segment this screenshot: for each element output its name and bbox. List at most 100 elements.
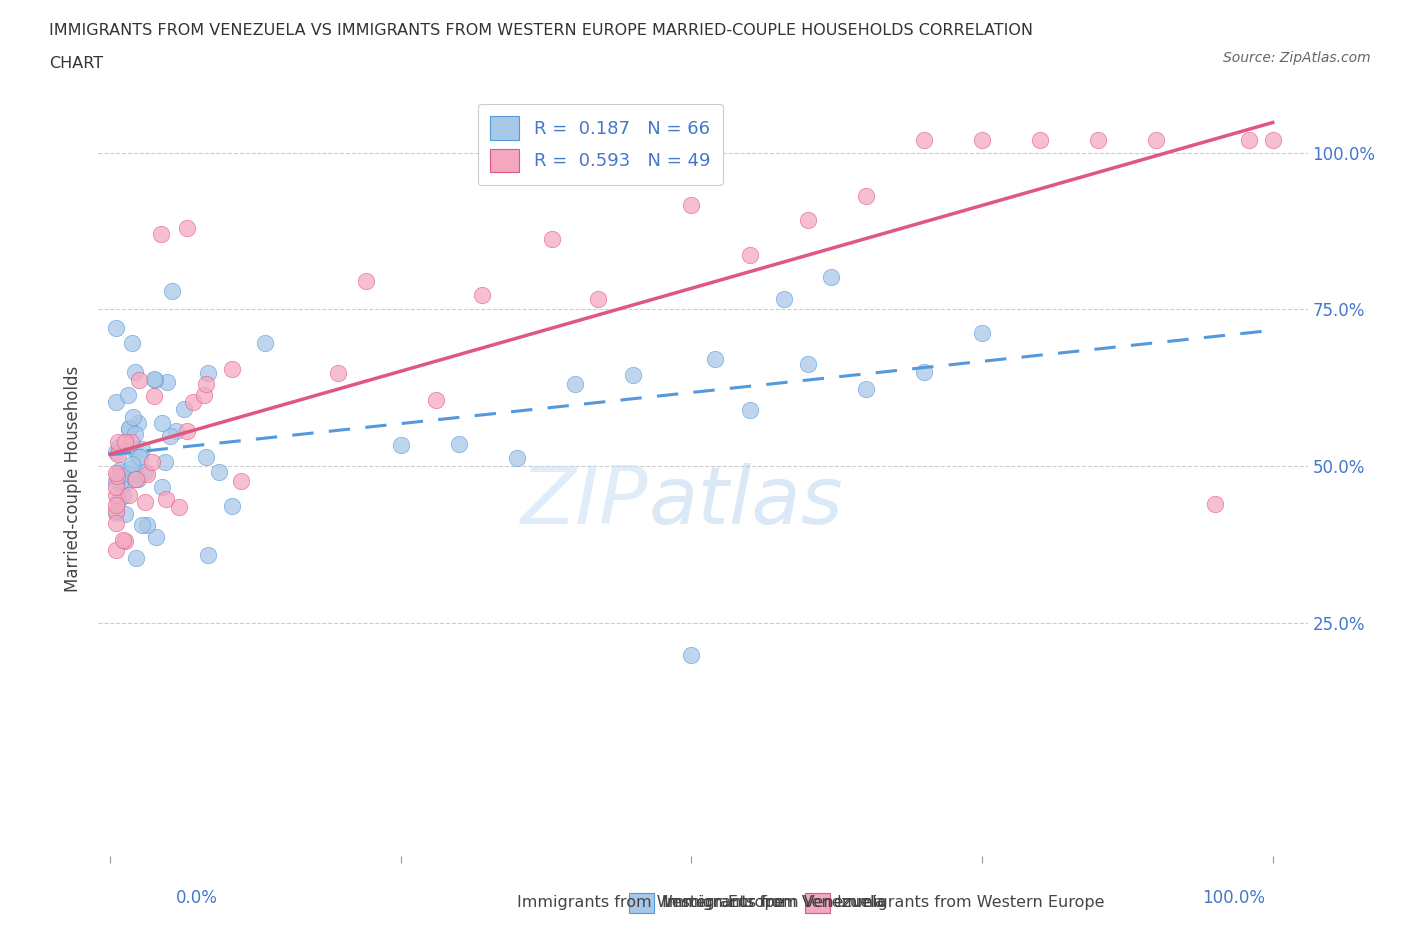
Point xyxy=(221,362,243,377)
Text: Source: ZipAtlas.com: Source: ZipAtlas.com xyxy=(1223,51,1371,65)
Point xyxy=(118,461,141,476)
Point xyxy=(110,473,132,488)
Point xyxy=(145,529,167,544)
Point xyxy=(117,421,139,436)
Point xyxy=(155,375,177,390)
Point xyxy=(564,377,586,392)
Text: Immigrants from Western Europe: Immigrants from Western Europe xyxy=(838,895,1105,910)
Point xyxy=(197,548,219,563)
Point xyxy=(122,442,145,457)
Point xyxy=(120,434,142,449)
Point xyxy=(125,467,148,482)
Point xyxy=(127,450,149,465)
Point xyxy=(471,287,494,302)
Point xyxy=(118,467,141,482)
Text: ZIP: ZIP xyxy=(522,462,648,540)
Point xyxy=(136,467,159,482)
Point xyxy=(124,472,146,486)
Point xyxy=(195,450,218,465)
Point xyxy=(254,336,277,351)
Point xyxy=(773,292,796,307)
Point xyxy=(112,488,135,503)
Point xyxy=(796,356,818,371)
Point xyxy=(142,388,165,403)
Point xyxy=(197,365,219,380)
Point xyxy=(447,437,470,452)
Text: 100.0%: 100.0% xyxy=(1202,889,1265,907)
Text: Immigrants from Western Europe: Immigrants from Western Europe xyxy=(516,895,785,910)
Point xyxy=(970,132,993,147)
Point xyxy=(621,367,644,382)
Text: 0.0%: 0.0% xyxy=(176,889,218,907)
Point xyxy=(176,424,198,439)
Text: Immigrants from Venezuela: Immigrants from Venezuela xyxy=(661,895,884,910)
Point xyxy=(114,533,136,548)
Point xyxy=(160,283,183,298)
Point xyxy=(153,455,176,470)
Point xyxy=(143,373,166,388)
Point xyxy=(855,381,877,396)
Point xyxy=(1204,497,1226,512)
Point xyxy=(1239,132,1261,147)
Y-axis label: Married-couple Households: Married-couple Households xyxy=(65,365,83,592)
Point xyxy=(125,472,148,486)
Point xyxy=(131,442,153,457)
Point xyxy=(796,212,818,227)
Point xyxy=(738,403,761,418)
Point xyxy=(221,498,243,513)
Point xyxy=(104,504,127,519)
Point xyxy=(104,488,127,503)
Point xyxy=(167,499,190,514)
Point xyxy=(127,472,149,486)
Point xyxy=(104,515,127,530)
Point xyxy=(131,518,153,533)
Point xyxy=(703,352,725,366)
Point xyxy=(506,450,529,465)
Point xyxy=(326,366,349,381)
Text: Immigrants from Venezuela: Immigrants from Venezuela xyxy=(664,895,887,910)
Point xyxy=(155,491,177,506)
Point xyxy=(194,377,217,392)
Point xyxy=(134,494,156,509)
Text: CHART: CHART xyxy=(49,56,103,71)
Point xyxy=(104,480,127,495)
Point xyxy=(389,438,412,453)
Point xyxy=(165,423,187,438)
Point xyxy=(104,394,127,409)
Point xyxy=(121,457,143,472)
Point xyxy=(141,455,163,470)
Point xyxy=(912,365,935,379)
Text: IMMIGRANTS FROM VENEZUELA VS IMMIGRANTS FROM WESTERN EUROPE MARRIED-COUPLE HOUSE: IMMIGRANTS FROM VENEZUELA VS IMMIGRANTS … xyxy=(49,23,1033,38)
Point xyxy=(588,292,610,307)
Point xyxy=(107,446,129,461)
Point xyxy=(129,449,152,464)
Point xyxy=(193,388,215,403)
Point xyxy=(181,395,204,410)
Point xyxy=(142,371,165,386)
Point xyxy=(104,506,127,521)
Point xyxy=(112,477,135,492)
Point xyxy=(1144,132,1167,147)
Point xyxy=(1087,132,1109,147)
Point xyxy=(104,542,127,557)
Point xyxy=(681,647,703,662)
Point xyxy=(104,321,127,336)
Point xyxy=(970,326,993,340)
Point xyxy=(108,440,131,455)
Point xyxy=(118,487,141,502)
Bar xyxy=(630,893,654,913)
Point xyxy=(231,473,253,488)
Point xyxy=(108,463,131,478)
Point xyxy=(149,227,172,242)
Point xyxy=(104,445,127,459)
Point xyxy=(111,533,134,548)
Point xyxy=(208,465,231,480)
Point xyxy=(540,232,562,246)
Point xyxy=(738,247,761,262)
Point xyxy=(1029,132,1052,147)
Point xyxy=(134,465,156,480)
Point xyxy=(159,429,181,444)
Point xyxy=(105,468,128,483)
Point xyxy=(104,473,127,488)
Point xyxy=(150,480,173,495)
